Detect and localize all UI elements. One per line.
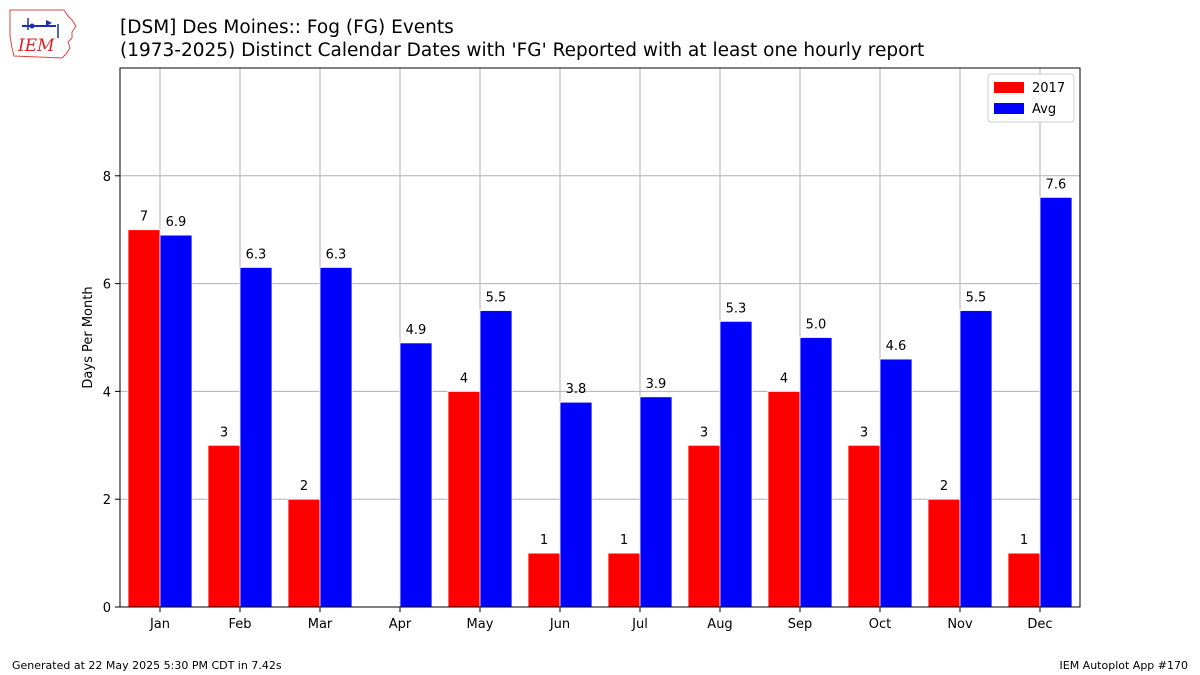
data-label: 3 <box>700 425 708 440</box>
bar-2017 <box>207 444 241 608</box>
x-tick-label: Dec <box>1027 617 1052 632</box>
data-label: 1 <box>1020 533 1028 548</box>
x-tick-label: Jul <box>631 617 648 632</box>
data-label: 2 <box>940 479 948 494</box>
legend-swatch-2017 <box>994 82 1024 93</box>
y-axis-label: Days Per Month <box>81 286 96 388</box>
app-credit: IEM Autoplot App #170 <box>1059 659 1189 672</box>
iem-logo: IEM <box>9 9 77 59</box>
y-tick-label: 6 <box>103 278 111 293</box>
bar-avg <box>639 396 673 608</box>
bar-avg <box>959 310 993 608</box>
bar-avg <box>399 342 433 608</box>
data-label: 2 <box>300 479 308 494</box>
legend-label: 2017 <box>1032 81 1065 96</box>
iowa-outline-icon <box>9 9 77 59</box>
data-label: 6.3 <box>246 247 267 262</box>
generated-timestamp: Generated at 22 May 2025 5:30 PM CDT in … <box>12 659 282 672</box>
bar-avg <box>319 267 353 608</box>
data-label: 1 <box>620 533 628 548</box>
data-label: 4 <box>780 371 788 386</box>
y-tick-label: 4 <box>103 385 111 400</box>
data-label: 4 <box>460 371 468 386</box>
data-label: 5.5 <box>486 291 507 306</box>
bar-avg <box>479 310 513 608</box>
bar-2017 <box>127 229 161 608</box>
data-label: 1 <box>540 533 548 548</box>
x-tick-label: Mar <box>308 617 333 632</box>
data-label: 6.9 <box>166 215 187 230</box>
bar-avg <box>879 358 913 608</box>
x-tick-label: Oct <box>869 617 891 632</box>
bar-avg <box>239 267 273 608</box>
data-label: 6.3 <box>326 247 347 262</box>
bar-2017 <box>447 390 481 608</box>
x-tick-label: Apr <box>389 617 412 632</box>
chart-subtitle: (1973-2025) Distinct Calendar Dates with… <box>120 40 925 61</box>
plot-frame <box>119 67 1081 608</box>
bar-avg <box>799 337 833 608</box>
y-tick-label: 2 <box>103 493 111 508</box>
bar-2017 <box>607 552 641 608</box>
data-label: 3 <box>860 425 868 440</box>
bar-2017 <box>1007 552 1041 608</box>
x-tick-label: Nov <box>947 617 973 632</box>
x-tick-label: Jan <box>149 617 170 632</box>
x-tick-label: Jun <box>549 617 570 632</box>
legend-label: Avg <box>1032 102 1056 117</box>
bar-avg <box>719 320 753 608</box>
bar-2017 <box>767 390 801 608</box>
data-label: 4.6 <box>886 339 907 354</box>
data-label: 7 <box>140 210 148 225</box>
x-tick-label: Feb <box>228 617 251 632</box>
data-label: 5.3 <box>726 301 747 316</box>
data-label: 5.0 <box>806 318 827 333</box>
data-label: 5.5 <box>966 291 987 306</box>
bar-2017 <box>927 498 961 608</box>
data-label: 4.9 <box>406 323 427 338</box>
logo-text: IEM <box>17 36 55 56</box>
bar-2017 <box>847 444 881 608</box>
bar-avg <box>559 401 593 608</box>
data-label: 3.8 <box>566 382 587 397</box>
bar-2017 <box>287 498 321 608</box>
data-label: 3.9 <box>646 377 667 392</box>
data-label: 3 <box>220 425 228 440</box>
y-tick-label: 8 <box>103 170 111 185</box>
legend-swatch-avg <box>994 103 1024 114</box>
x-tick-label: May <box>467 617 494 632</box>
y-tick-label: 0 <box>103 601 111 616</box>
bar-avg <box>159 234 193 608</box>
data-label: 7.6 <box>1046 177 1067 192</box>
bar-2017 <box>687 444 721 608</box>
x-tick-label: Sep <box>788 617 813 632</box>
bar-avg <box>1039 196 1073 608</box>
x-tick-label: Aug <box>707 617 732 632</box>
bar-2017 <box>527 552 561 608</box>
chart-title: [DSM] Des Moines:: Fog (FG) Events <box>120 17 454 38</box>
